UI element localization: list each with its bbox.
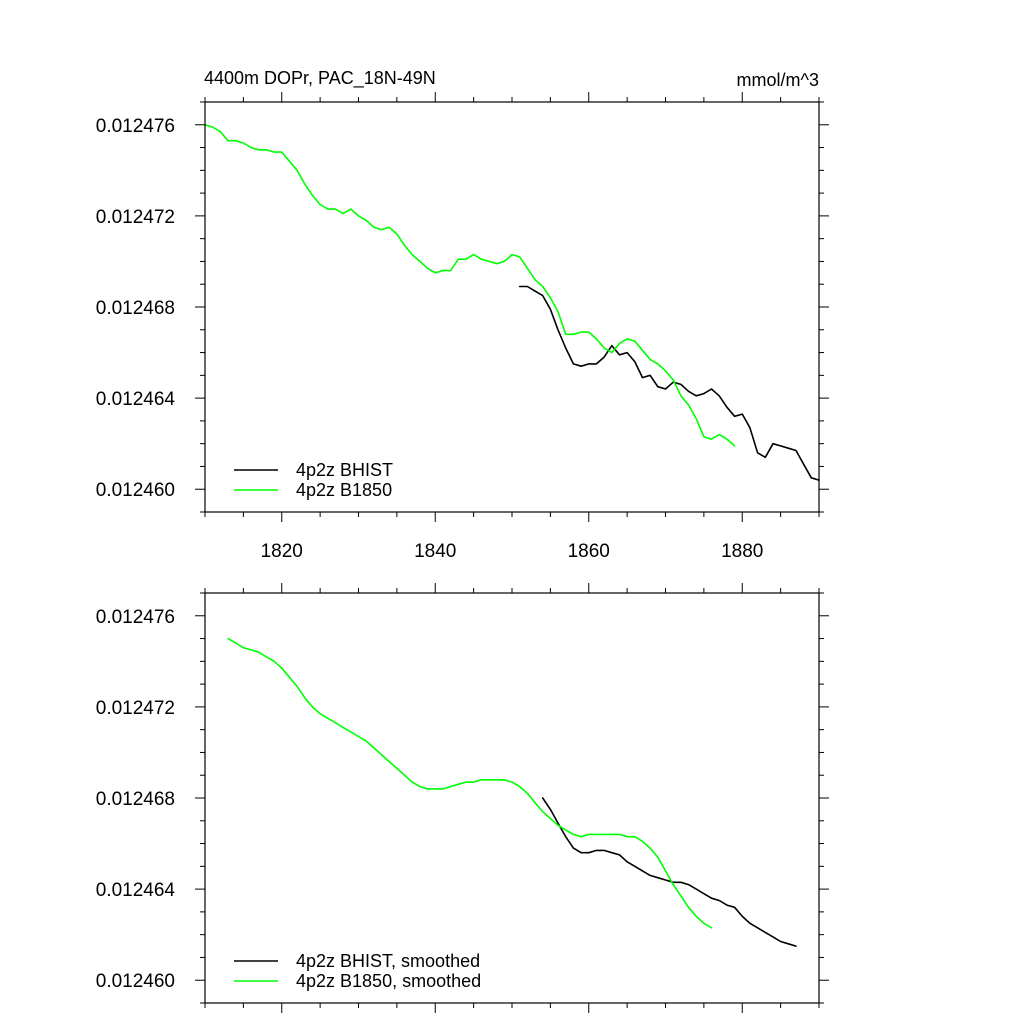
x-tick-label: 1840 (414, 541, 456, 562)
top-panel-frame (204, 101, 820, 513)
top-panel-ticks: 0.012460 0.012464 0.012468 0.012472 0.012476… (96, 92, 829, 562)
bottom-panel-frame (204, 592, 820, 1004)
top-panel: 4400m DOPr, PAC_18N-49N mmol/m^3 0.01246… (96, 68, 829, 562)
bottom-panel: 0.012460 0.012464 0.012468 0.012472 0.012476… (96, 583, 829, 1013)
legend-label: 4p2z BHIST (296, 460, 393, 480)
y-tick-label: 0.012464 (96, 880, 176, 901)
y-tick-label: 0.012460 (96, 971, 175, 992)
y-tick-label: 0.012464 (96, 389, 176, 410)
x-tick-label: 1860 (568, 541, 610, 562)
series-line-1 (204, 124, 736, 447)
y-tick-label: 0.012476 (96, 607, 175, 628)
y-tick-label: 0.012460 (96, 480, 175, 501)
bottom-panel-series (227, 637, 797, 947)
legend-label: 4p2z B1850, smoothed (296, 971, 481, 991)
y-tick-label: 0.012468 (96, 298, 175, 319)
y-tick-label: 0.012472 (96, 207, 175, 228)
y-tick-label: 0.012476 (96, 116, 175, 137)
panel-title: 4400m DOPr, PAC_18N-49N (204, 68, 436, 89)
units-label: mmol/m^3 (737, 70, 819, 90)
series-line-0 (541, 797, 797, 947)
bottom-panel-ticks: 0.012460 0.012464 0.012468 0.012472 0.012476 (96, 583, 829, 1013)
y-tick-label: 0.012472 (96, 698, 175, 719)
x-tick-label: 1820 (261, 541, 303, 562)
y-tick-label: 0.012468 (96, 789, 175, 810)
x-tick-label: 1880 (721, 541, 763, 562)
legend-label: 4p2z BHIST, smoothed (296, 951, 480, 971)
legend-label: 4p2z B1850 (296, 480, 392, 500)
series-line-1 (227, 637, 713, 929)
series-line-0 (518, 285, 820, 481)
top-panel-series (204, 124, 820, 481)
